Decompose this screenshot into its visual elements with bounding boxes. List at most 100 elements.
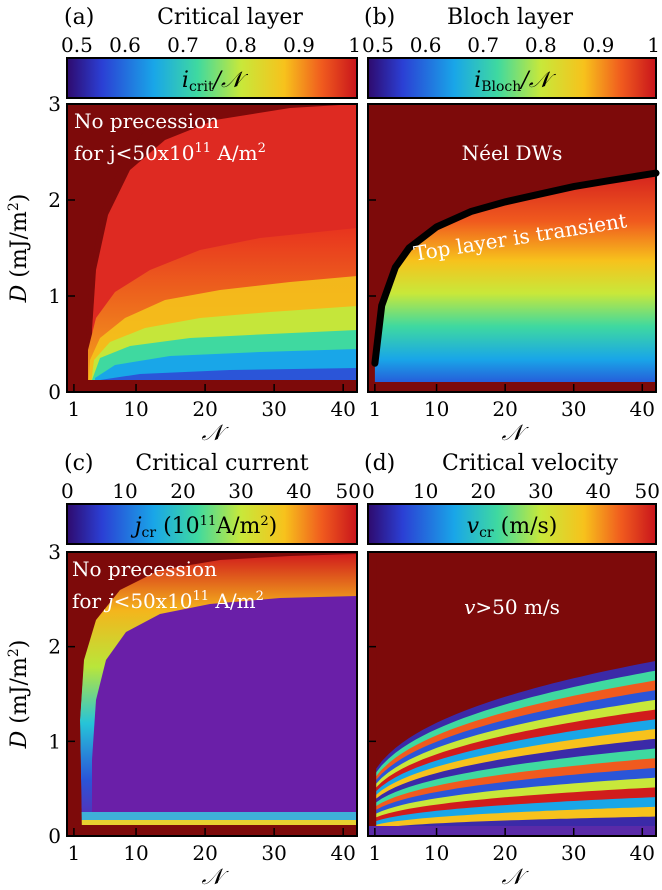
panel-a-colorbar-tick-label: 0.7 — [167, 33, 199, 57]
panel-b-colorbar-tick-label: 1 — [647, 33, 660, 57]
panel-c-colorbar — [66, 503, 358, 545]
panel-a-x-tick-label: 1 — [68, 397, 81, 421]
panel-a-colorbar-tick-label: 0.9 — [283, 33, 315, 57]
panel-c-colorbar-tick-label: 20 — [170, 479, 195, 503]
panel-b-colorbar-tick-label: 0.7 — [467, 33, 499, 57]
panel-a-x-ticks: 1 10 20 30 40 — [68, 384, 356, 421]
panel-a-letter: (a) — [64, 5, 94, 30]
panel-a-y-tick-label: 3 — [48, 92, 61, 116]
panel-c-y-tick-label: 1 — [48, 729, 61, 753]
panel-c-colorbar-label: jcr (1011A/m2) — [130, 514, 278, 541]
panel-c-y-ticks: 0 1 2 3 — [48, 540, 75, 848]
panel-a-x-label: 𝒩 — [201, 421, 229, 446]
panel-c-annotation-line2: for j<50x1011 A/m2 — [72, 589, 264, 613]
panel-b-x-tick-label: 20 — [492, 397, 517, 421]
panel-b-colorbar-tick-label: 0.8 — [525, 33, 557, 57]
panel-a-colorbar — [66, 57, 358, 99]
panel-d-colorbar — [367, 503, 657, 545]
panel-c-colorbar-tick-label: 30 — [228, 479, 253, 503]
panel-d-colorbar-tick-label: 20 — [470, 479, 495, 503]
panel-d-letter: (d) — [364, 451, 395, 476]
panel-c-title: Critical current — [135, 451, 308, 476]
panel-a-annotation-line2: for j<50x1011 A/m2 — [74, 141, 266, 165]
panel-c-y-tick-label: 0 — [48, 824, 61, 848]
panel-d: (d) Critical velocity 0 10 20 30 40 50 vcr (m… — [362, 451, 660, 890]
panel-b-colorbar-tick-label: 0.5 — [362, 33, 394, 57]
panel-d-x-tick-label: 20 — [492, 841, 517, 865]
panel-a-colorbar-tick-label: 1 — [348, 33, 361, 57]
panel-b-colorbar — [367, 57, 657, 99]
panel-d-x-tick-label: 1 — [368, 841, 381, 865]
panel-c-annotation-line1: No precession — [72, 557, 217, 581]
panel-c-colorbar-tick-label: 50 — [336, 479, 361, 503]
panel-c-y-tick-label: 2 — [48, 635, 61, 659]
panel-d-heatmap — [368, 552, 656, 836]
panel-c-y-label: D (mJ/m2) — [6, 640, 32, 750]
panel-a-heatmap — [67, 104, 357, 392]
panel-c-x-tick-label: 20 — [192, 841, 217, 865]
panel-c-colorbar-tick-label: 10 — [112, 479, 137, 503]
panel-b-x-tick-label: 1 — [368, 397, 381, 421]
panel-b-annotation-neel: Néel DWs — [462, 141, 563, 165]
panel-c-y-tick-label: 3 — [48, 540, 61, 564]
panel-b-x-tick-label: 40 — [630, 397, 655, 421]
panel-b-colorbar-tick-label: 0.6 — [410, 33, 442, 57]
panel-b-title: Bloch layer — [447, 5, 574, 30]
panel-a-y-ticks: 0 1 2 3 — [48, 92, 75, 404]
panel-c-x-tick-label: 30 — [261, 841, 286, 865]
panel-d-colorbar-tick-label: 10 — [413, 479, 438, 503]
panel-a-x-tick-label: 10 — [123, 397, 148, 421]
panel-b: (b) Bloch layer 0.5 0.6 0.7 0.8 0.9 1 iBloch/… — [362, 5, 660, 446]
panel-d-colorbar-ticks: 0 10 20 30 40 50 — [362, 479, 660, 510]
panel-a-x-tick-label: 40 — [330, 397, 355, 421]
panel-d-colorbar-tick-label: 0 — [362, 479, 375, 503]
panel-d-colorbar-label: vcr (m/s) — [467, 514, 558, 541]
panel-a-y-label: D (mJ/m2) — [6, 194, 32, 304]
panel-b-x-tick-label: 10 — [424, 397, 449, 421]
panel-b-x-label: 𝒩 — [501, 421, 529, 446]
panel-b-heatmap — [368, 104, 656, 392]
panel-b-x-tick-label: 30 — [561, 397, 586, 421]
panel-c-heatmap — [67, 552, 357, 836]
panel-a-y-tick-label: 0 — [48, 380, 61, 404]
panel-c-x-tick-label: 1 — [68, 841, 81, 865]
panel-d-colorbar-tick-label: 40 — [586, 479, 611, 503]
panel-d-x-tick-label: 30 — [561, 841, 586, 865]
panel-c: (c) Critical current 0 10 20 30 40 50 jcr (10… — [6, 451, 361, 890]
panel-c-x-tick-label: 40 — [330, 841, 355, 865]
panel-b-y-ticks — [368, 103, 376, 393]
panel-a-colorbar-tick-label: 0.6 — [109, 33, 141, 57]
panel-b-colorbar-tick-label: 0.9 — [582, 33, 614, 57]
panel-c-x-tick-label: 10 — [123, 841, 148, 865]
panel-c-colorbar-tick-label: 40 — [286, 479, 311, 503]
panel-b-x-ticks: 1 10 20 30 40 — [368, 384, 655, 421]
panel-d-x-tick-label: 10 — [424, 841, 449, 865]
panel-c-x-ticks: 1 10 20 30 40 — [68, 828, 356, 865]
panel-d-colorbar-tick-label: 50 — [635, 479, 660, 503]
panel-d-x-tick-label: 40 — [630, 841, 655, 865]
panel-c-colorbar-ticks: 0 10 20 30 40 50 — [61, 479, 361, 510]
panel-d-y-ticks — [368, 551, 376, 837]
panel-d-colorbar-tick-label: 30 — [528, 479, 553, 503]
panel-d-x-ticks: 1 10 20 30 40 — [368, 828, 655, 865]
panel-d-left-edge — [368, 552, 377, 836]
panel-d-title: Critical velocity — [442, 451, 619, 476]
panel-b-letter: (b) — [364, 5, 395, 30]
panel-a-annotation-line1: No precession — [74, 109, 219, 133]
panel-a: (a) Critical layer 0.5 0.6 0.7 0.8 0.9 1 icri… — [6, 5, 361, 446]
panel-d-annotation-v50: v>50 m/s — [464, 595, 560, 619]
panel-a-title: Critical layer — [157, 5, 303, 30]
panel-c-x-label: 𝒩 — [201, 865, 229, 890]
panel-a-x-tick-label: 20 — [192, 397, 217, 421]
panel-b-colorbar-ticks: 0.5 0.6 0.7 0.8 0.9 1 — [362, 33, 660, 64]
panel-a-colorbar-ticks: 0.5 0.6 0.7 0.8 0.9 1 — [61, 33, 361, 64]
panel-c-colorbar-tick-label: 0 — [61, 479, 74, 503]
panel-a-y-tick-label: 2 — [48, 188, 61, 212]
panel-d-x-label: 𝒩 — [501, 865, 529, 890]
panel-a-colorbar-tick-label: 0.5 — [61, 33, 93, 57]
panel-c-letter: (c) — [64, 451, 94, 476]
panel-a-x-tick-label: 30 — [261, 397, 286, 421]
panel-a-colorbar-tick-label: 0.8 — [225, 33, 257, 57]
panel-a-y-tick-label: 1 — [48, 284, 61, 308]
